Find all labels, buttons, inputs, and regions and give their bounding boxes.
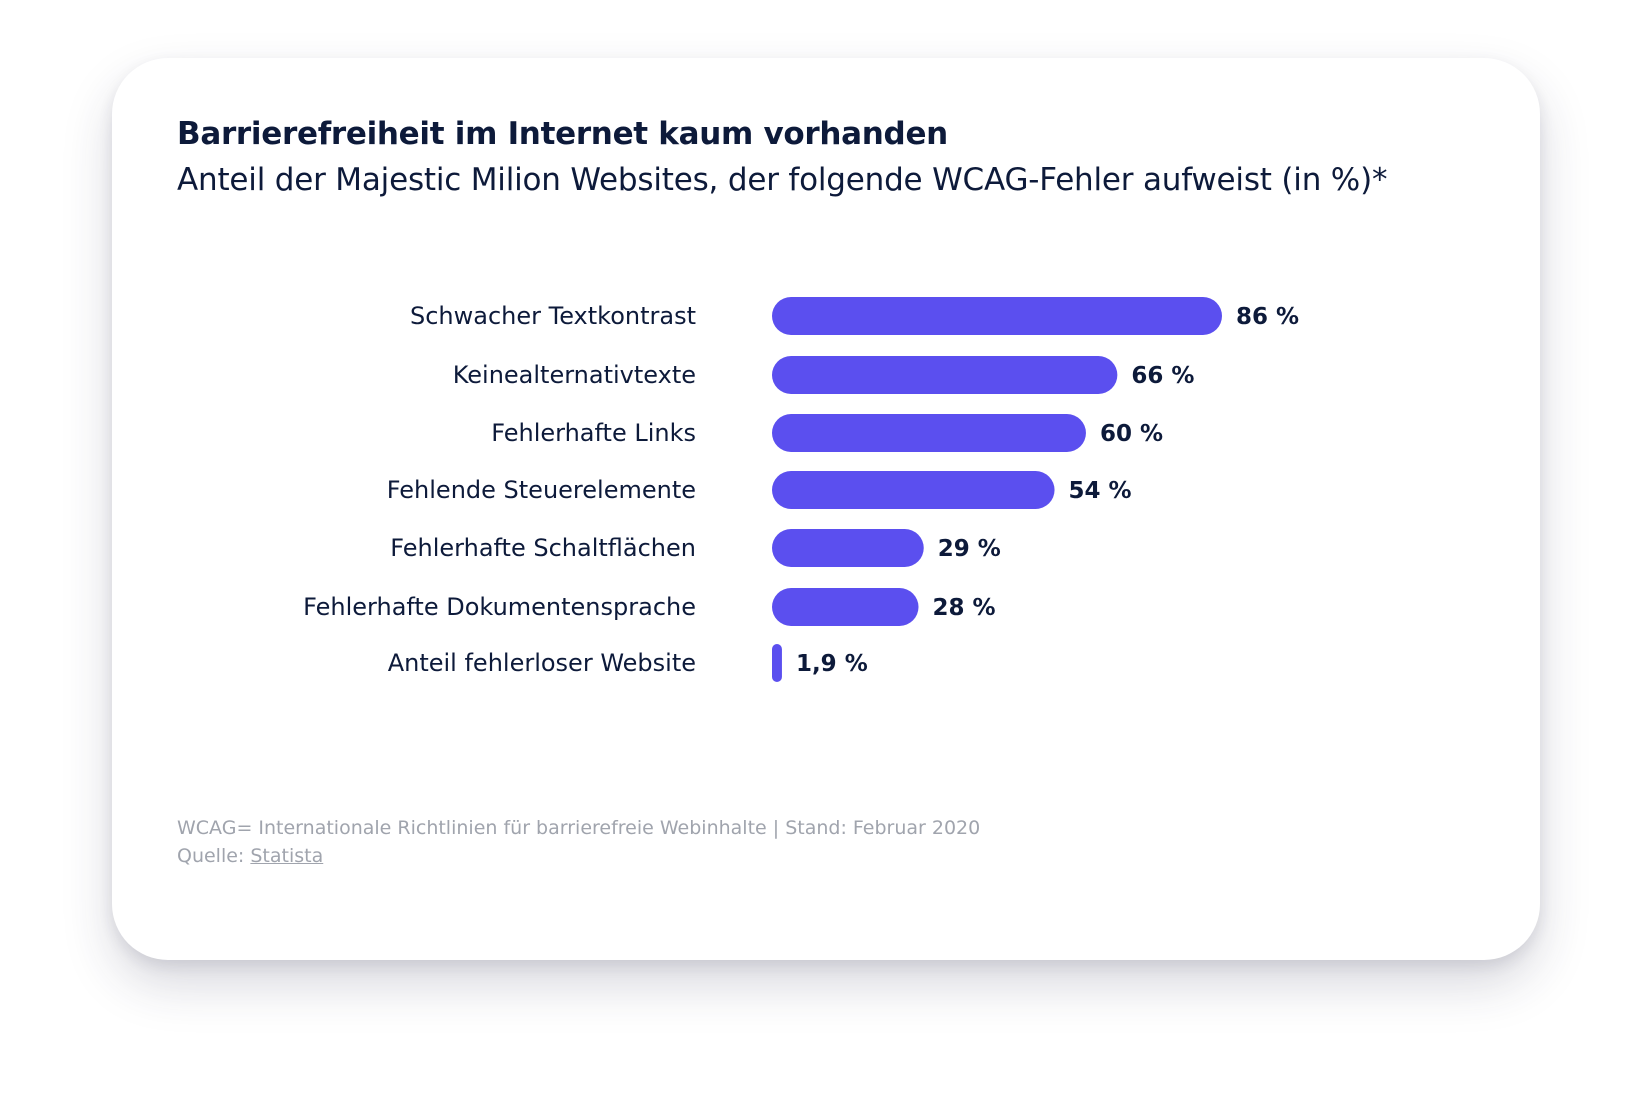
value-label: 54 %	[1069, 478, 1132, 504]
category-label: Anteil fehlerloser Website	[388, 649, 696, 677]
chart-card: Barrierefreiheit im Internet kaum vorhan…	[112, 58, 1540, 960]
value-label: 28 %	[933, 595, 996, 621]
source-prefix: Quelle:	[177, 845, 251, 867]
source-link[interactable]: Statista	[250, 845, 324, 867]
bar	[772, 588, 919, 626]
footnote-note: WCAG= Internationale Richtlinien für bar…	[177, 817, 981, 839]
bar	[772, 414, 1086, 452]
category-label: Fehlerhafte Links	[491, 419, 696, 447]
value-label: 86 %	[1236, 304, 1299, 330]
footnote: WCAG= Internationale Richtlinien für bar…	[177, 814, 980, 870]
footnote-source: Quelle: Statista	[177, 842, 980, 870]
category-label: Fehlerhafte Dokumentensprache	[303, 593, 696, 621]
category-label: Schwacher Textkontrast	[410, 302, 696, 330]
category-label: Fehlerhafte Schaltflächen	[390, 534, 696, 562]
chart-title: Barrierefreiheit im Internet kaum vorhan…	[177, 116, 948, 152]
value-label: 29 %	[938, 536, 1001, 562]
bar	[772, 471, 1055, 509]
bar	[772, 529, 924, 567]
bar	[772, 356, 1118, 394]
category-label: Fehlende Steuerelemente	[387, 476, 696, 504]
value-label: 60 %	[1100, 421, 1163, 447]
value-label: 1,9 %	[796, 651, 868, 677]
value-label: 66 %	[1131, 363, 1194, 389]
chart-subtitle: Anteil der Majestic Milion Websites, der…	[177, 162, 1388, 198]
bar	[772, 297, 1222, 335]
category-label: Keinealternativtexte	[453, 361, 696, 389]
bar	[772, 644, 782, 682]
bar-chart: Schwacher Textkontrast 86 % Keinealternati…	[303, 297, 1299, 682]
